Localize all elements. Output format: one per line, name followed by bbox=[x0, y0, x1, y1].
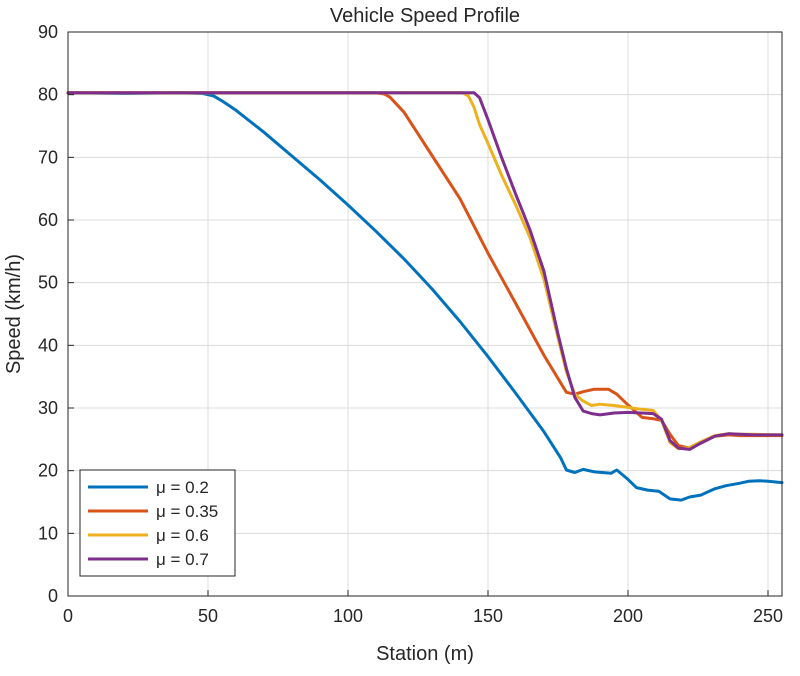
x-tick-label: 100 bbox=[333, 606, 363, 626]
plot-area-frame bbox=[67, 31, 783, 597]
chart-title: Vehicle Speed Profile bbox=[330, 5, 520, 27]
y-tick-label: 10 bbox=[38, 523, 58, 543]
series-lines bbox=[66, 91, 784, 502]
x-axis-label: Station (m) bbox=[376, 643, 474, 665]
y-tick-label: 30 bbox=[38, 398, 58, 418]
legend-label-2: μ = 0.6 bbox=[156, 526, 209, 545]
series-line-0 bbox=[66, 91, 784, 502]
y-tick-label: 50 bbox=[38, 273, 58, 293]
y-tick-label: 20 bbox=[38, 461, 58, 481]
series-line-3 bbox=[66, 91, 784, 451]
x-tick-label: 250 bbox=[753, 606, 783, 626]
tick-labels: 0 50 100 150 200 250 0 10 20 30 40 50 60 70 80 90 bbox=[38, 22, 783, 626]
y-tick-label: 60 bbox=[38, 210, 58, 230]
y-tick-label: 40 bbox=[38, 335, 58, 355]
y-tick-label: 90 bbox=[38, 22, 58, 42]
legend-label-1: μ = 0.35 bbox=[156, 502, 218, 521]
y-tick-label: 0 bbox=[48, 586, 58, 606]
y-tick-label: 70 bbox=[38, 147, 58, 167]
y-tick-label: 80 bbox=[38, 85, 58, 105]
y-axis-label: Speed (km/h) bbox=[3, 254, 25, 374]
x-tick-label: 0 bbox=[63, 606, 73, 626]
axes bbox=[67, 31, 783, 597]
legend-label-0: μ = 0.2 bbox=[156, 478, 209, 497]
legend: μ = 0.2 μ = 0.35 μ = 0.6 μ = 0.7 bbox=[79, 469, 236, 577]
x-tick-label: 200 bbox=[613, 606, 643, 626]
legend-label-3: μ = 0.7 bbox=[156, 550, 209, 569]
x-tick-label: 150 bbox=[473, 606, 503, 626]
x-tick-label: 50 bbox=[198, 606, 218, 626]
